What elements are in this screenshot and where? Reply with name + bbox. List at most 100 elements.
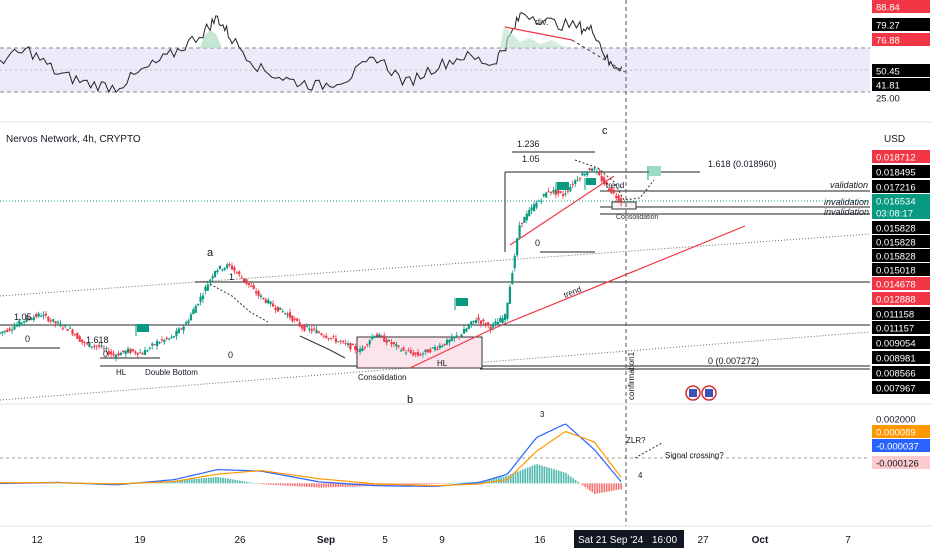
- time-axis-label: 19: [134, 535, 146, 546]
- time-axis[interactable]: 12 19 26 Sep 5 9 16 27 Oct 7: [31, 535, 851, 546]
- macd-hist-bar: [277, 483, 279, 486]
- price-axis-label: 0.017216: [876, 183, 916, 194]
- macd-hist-bar: [250, 482, 253, 484]
- candle-body: [209, 279, 212, 283]
- macd-hist-bar: [210, 477, 212, 484]
- candle-body: [73, 334, 77, 336]
- candle-body: [371, 336, 374, 340]
- price-axis-label: 0.015018: [876, 266, 916, 277]
- candle-body: [296, 318, 299, 321]
- macd-hist-bar: [617, 483, 620, 490]
- candle-body: [535, 202, 538, 208]
- rsi-axis[interactable]: 88.84 79.27 76.88 50.45 41.81 25.00: [872, 0, 930, 105]
- macd-hist-bar: [574, 480, 577, 484]
- candle-body: [421, 353, 425, 355]
- signal-crossing-label: Signal crossing?: [665, 451, 724, 460]
- candle-body: [129, 349, 132, 353]
- candle-body: [105, 348, 108, 350]
- candle-body: [112, 353, 115, 356]
- macd-hist-bar: [327, 483, 330, 488]
- candle-body: [35, 314, 38, 317]
- macd-hist-bar: [596, 483, 598, 494]
- macd-hist-bar: [35, 483, 37, 484]
- macd-hist-bar: [207, 477, 210, 484]
- candle-body: [18, 320, 21, 327]
- macd-hist-bar: [550, 468, 553, 484]
- macd-hist-bar: [457, 482, 459, 484]
- candle-body: [264, 299, 267, 303]
- macd-hist-bar: [267, 483, 270, 485]
- fib-0-bottom-label: 0 (0.007272): [708, 356, 759, 366]
- candle-body: [168, 338, 171, 340]
- macd-hist-bar: [334, 483, 337, 488]
- candle-body: [252, 285, 255, 289]
- us-flag-icon[interactable]: [701, 385, 717, 401]
- macd-hist-bar: [541, 465, 543, 484]
- fib-1618-left-label: 1.618: [86, 335, 109, 345]
- flag-icon: [647, 166, 661, 180]
- candle-body: [532, 204, 536, 211]
- candle-body: [344, 342, 347, 344]
- macd-hist-bar: [555, 469, 558, 484]
- candle-body: [97, 345, 101, 347]
- candle-body: [271, 303, 275, 307]
- macd-hist-bar: [553, 469, 555, 484]
- macd-axis-label: 0.000089: [876, 428, 916, 439]
- macd-hist-bar: [581, 483, 584, 486]
- candle-body: [71, 329, 74, 335]
- candle-body: [387, 340, 391, 342]
- candle-body: [148, 347, 151, 349]
- macd-hist-bar: [521, 469, 524, 484]
- candle-body: [419, 354, 422, 356]
- macd-hist-bar: [27, 483, 30, 484]
- macd-hist-bar: [483, 480, 486, 484]
- macd-axis-label-bg: [872, 456, 930, 469]
- macd-hist-bar: [243, 481, 246, 484]
- macd-hist-bar: [224, 478, 227, 484]
- candle-body: [226, 264, 229, 268]
- projection-path-3: [299, 335, 346, 359]
- candle-body: [605, 182, 608, 185]
- price-axis[interactable]: 0.018712 0.018495 0.017216 0.01653403:08:17…: [872, 150, 930, 395]
- macd-hist-bar: [593, 483, 596, 494]
- candle-body: [3, 331, 6, 333]
- candle-body: [511, 273, 514, 284]
- macd-hist-bar: [411, 483, 414, 485]
- candle-body: [279, 307, 282, 310]
- macd-hist-bar: [322, 483, 325, 488]
- candle-body: [385, 339, 388, 343]
- candle-body: [240, 277, 243, 279]
- macd-hist-bar: [205, 477, 208, 484]
- wave-4-label: 4: [638, 471, 643, 480]
- candle-body: [262, 297, 265, 299]
- macd-hist-bar: [584, 483, 586, 488]
- candle-body: [139, 352, 142, 354]
- candle-body: [233, 267, 236, 271]
- candle-body: [581, 173, 584, 176]
- candle-body: [467, 325, 470, 329]
- candle-body: [267, 299, 270, 304]
- rsi-axis-label: 76.88: [876, 36, 900, 47]
- candle-body: [61, 327, 64, 329]
- macd-hist-bar: [286, 483, 289, 486]
- candle-body: [400, 350, 403, 352]
- candle-body: [102, 348, 106, 350]
- candle-body: [453, 337, 456, 339]
- candle-body: [574, 180, 577, 184]
- macd-hist-bar: [306, 483, 308, 487]
- price-pane: Nervos Network, 4h, CRYPTO USD: [0, 125, 905, 406]
- macd-axis[interactable]: 0.002000 0.000089 -0.000037 -0.000126: [872, 415, 930, 470]
- candle-body: [37, 313, 40, 317]
- us-flag-icon[interactable]: [685, 385, 701, 401]
- macd-hist-bar: [524, 468, 526, 484]
- candle-body: [192, 309, 195, 315]
- candle-body: [235, 272, 238, 274]
- candle-body: [158, 342, 161, 344]
- candle-body: [107, 351, 110, 355]
- macd-hist-bar: [438, 483, 440, 484]
- price-axis-label: 0.008981: [876, 354, 916, 365]
- candle-body: [334, 338, 338, 343]
- candle-body: [586, 171, 589, 176]
- rsi-axis-label: 79.27: [876, 21, 900, 32]
